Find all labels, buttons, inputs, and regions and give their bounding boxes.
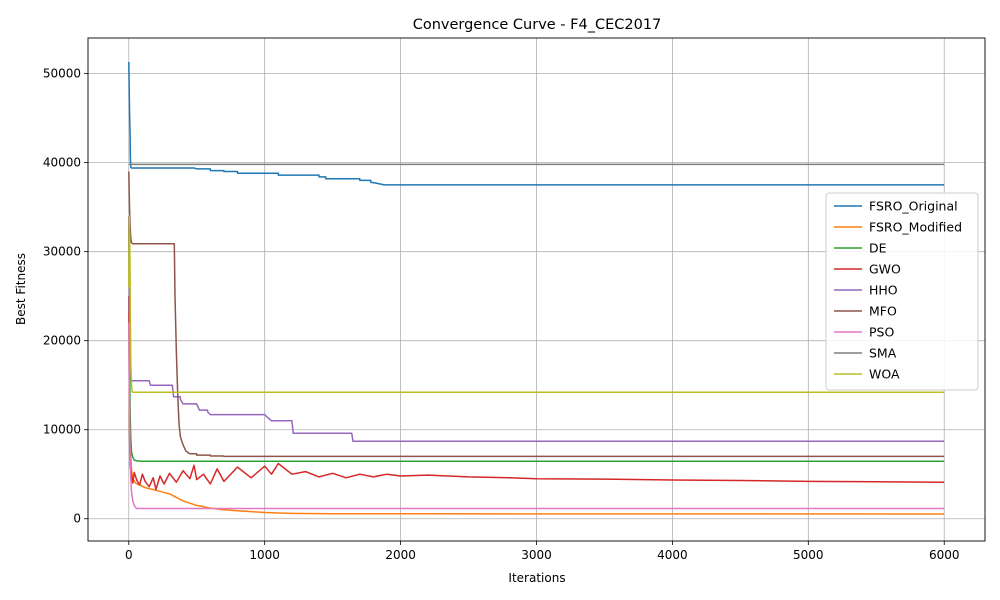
series-line-pso xyxy=(128,322,945,510)
legend-entry: MFO xyxy=(869,304,897,319)
y-tick-label: 10000 xyxy=(43,423,81,437)
y-axis-label: Best Fitness xyxy=(14,253,28,325)
y-axis: 0 10000 20000 30000 40000 50000 xyxy=(43,67,88,526)
series-line-gwo xyxy=(128,296,945,491)
legend-entry: DE xyxy=(869,241,887,256)
legend-entry: HHO xyxy=(869,283,898,298)
series-layer xyxy=(128,61,945,515)
x-axis: 0 1000 2000 3000 4000 5000 6000 xyxy=(125,541,960,562)
y-tick-label: 30000 xyxy=(43,245,81,259)
x-tick-label: 2000 xyxy=(385,548,416,562)
legend-entry: FSRO_Modified xyxy=(869,220,962,235)
y-tick-label: 20000 xyxy=(43,334,81,348)
x-axis-label: Iterations xyxy=(508,571,565,585)
legend-entry: FSRO_Original xyxy=(869,199,958,214)
legend: FSRO_Original FSRO_Modified DE GWO HHO MFO PSO… xyxy=(825,192,979,391)
series-line-woa xyxy=(128,215,945,394)
y-tick-label: 40000 xyxy=(43,156,81,170)
y-tick-label: 0 xyxy=(73,512,81,526)
x-tick-label: 1000 xyxy=(249,548,280,562)
x-tick-label: 0 xyxy=(125,548,133,562)
x-tick-label: 5000 xyxy=(793,548,824,562)
x-tick-label: 4000 xyxy=(657,548,688,562)
legend-entry: WOA xyxy=(869,367,900,382)
legend-entry: SMA xyxy=(869,346,897,361)
legend-entry: PSO xyxy=(869,325,894,340)
x-tick-label: 6000 xyxy=(929,548,960,562)
chart-title: Convergence Curve - F4_CEC2017 xyxy=(413,17,662,33)
legend-entry: GWO xyxy=(869,262,901,277)
series-line-fsro-modified xyxy=(128,313,945,515)
x-tick-label: 3000 xyxy=(521,548,552,562)
y-tick-label: 50000 xyxy=(43,67,81,81)
series-line-mfo xyxy=(128,171,945,458)
legend-box xyxy=(825,192,979,391)
